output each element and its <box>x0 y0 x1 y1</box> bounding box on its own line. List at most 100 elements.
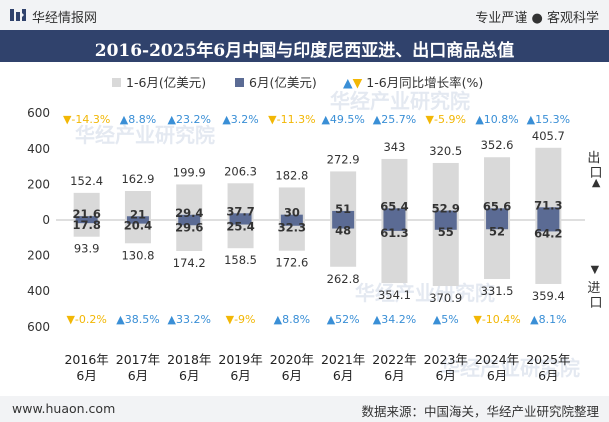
x-tick-label-line: 6月 <box>384 368 404 383</box>
bar-import-monthly <box>383 220 406 231</box>
growth-import-arrow-icon: ▲ <box>274 313 283 326</box>
legend-cumulative-label: 1-6月(亿美元) <box>126 75 207 90</box>
side-import-char-1: 进 <box>587 281 600 296</box>
growth-export-value: 49.5% <box>330 113 365 126</box>
bar-import-cumulative <box>227 220 254 249</box>
growth-export-arrow-icon: ▼ <box>268 113 277 126</box>
x-tick-label-line: 2020年 <box>270 352 314 367</box>
bar-import-monthly <box>486 220 509 230</box>
growth-export-value: 10.8% <box>484 113 519 126</box>
label-import-cumulative: 359.4 <box>532 289 565 303</box>
side-label-export-text: 出 口 <box>587 151 604 181</box>
growth-import-arrow-icon: ▼ <box>66 313 75 326</box>
legend-cumulative: 1-6月(亿美元) <box>112 72 206 91</box>
growth-import-value: 34.2% <box>381 313 416 326</box>
title-bar: 2016-2025年6月中国与印度尼西亚进、出口商品总值 <box>0 30 609 62</box>
x-tick-label-line: 6月 <box>128 368 148 383</box>
bar-import-cumulative <box>124 220 151 244</box>
bar-export-monthly <box>537 207 560 220</box>
x-tick-label-line: 2018年 <box>167 352 211 367</box>
x-tick-label-line: 6月 <box>538 368 558 383</box>
legend-swatch-cumulative <box>112 78 121 87</box>
label-export-monthly: 30 <box>284 206 300 220</box>
x-tick-label-line: 6月 <box>230 368 250 383</box>
growth-export-label: ▲15.3% <box>527 113 570 126</box>
growth-import-arrow-icon: ▲ <box>327 313 336 326</box>
growth-export-arrow-icon: ▲ <box>222 113 231 126</box>
bar-import-monthly <box>229 220 252 225</box>
label-import-monthly: 52 <box>489 224 505 238</box>
legend-monthly-label: 6月(亿美元) <box>249 75 317 90</box>
legend-up-triangle-icon: ▲ <box>343 75 353 90</box>
label-export-cumulative: 405.7 <box>532 129 565 143</box>
x-tick-label-line: 2019年 <box>218 352 262 367</box>
label-export-monthly: 37.7 <box>226 204 254 218</box>
growth-import-arrow-icon: ▼ <box>226 313 235 326</box>
huajing-logo-icon <box>10 9 26 21</box>
bar-import-monthly <box>332 220 355 229</box>
growth-import-label: ▼-0.2% <box>66 313 106 326</box>
watermark-bottom-right: 华经产业研究院 <box>440 356 580 380</box>
label-export-monthly: 29.4 <box>175 206 203 220</box>
bar-import-monthly <box>434 220 457 230</box>
growth-export-arrow-icon: ▲ <box>120 113 129 126</box>
legend-swatch-monthly <box>235 78 244 87</box>
bar-import-monthly <box>280 220 303 226</box>
y-tick-label: 600 <box>27 106 50 120</box>
bar-import-monthly <box>126 220 149 224</box>
label-export-cumulative: 320.5 <box>429 144 462 158</box>
growth-import-value: 52% <box>335 313 359 326</box>
y-tick-label: 0 <box>42 213 50 227</box>
x-tick-label-line: 6月 <box>487 368 507 383</box>
y-tick-label: 200 <box>27 177 50 191</box>
label-import-cumulative: 172.6 <box>275 256 308 270</box>
legend-monthly: 6月(亿美元) <box>235 72 317 91</box>
growth-import-label: ▼-10.4% <box>473 313 520 326</box>
y-tick-label: 400 <box>27 142 50 156</box>
x-tick-label: 2022年 6月 <box>372 352 416 383</box>
bar-import-cumulative <box>432 220 459 287</box>
growth-import-arrow-icon: ▲ <box>168 313 177 326</box>
side-export-char-1: 出 <box>587 151 600 166</box>
label-export-cumulative: 199.9 <box>173 165 206 179</box>
y-tick-label: 600 <box>27 320 50 334</box>
label-import-monthly: 20.4 <box>124 219 152 233</box>
watermark-top: 华经产业研究院 <box>75 123 215 147</box>
label-export-monthly: 65.6 <box>483 199 511 213</box>
label-export-cumulative: 162.9 <box>121 172 154 186</box>
bar-export-cumulative <box>73 192 100 220</box>
label-import-monthly: 25.4 <box>226 220 254 234</box>
x-tick-label-line: 6月 <box>436 368 456 383</box>
label-import-cumulative: 130.8 <box>121 248 154 262</box>
label-export-monthly: 52.9 <box>432 202 460 216</box>
x-tick-label-line: 2016年 <box>64 352 108 367</box>
growth-import-label: ▲33.2% <box>168 313 211 326</box>
label-import-cumulative: 158.5 <box>224 253 257 267</box>
bar-export-monthly <box>486 208 509 220</box>
bar-export-cumulative <box>278 187 305 220</box>
growth-import-value: -0.2% <box>75 313 107 326</box>
side-label-export: 出 口 ▶ <box>587 151 604 187</box>
brand-name: 华经情报网 <box>32 11 98 26</box>
slogan: 专业严谨 ● 客观科学 <box>475 11 599 26</box>
x-tick-label: 2024年 6月 <box>475 352 519 383</box>
x-tick-label: 2017年 6月 <box>116 352 160 383</box>
bar-export-monthly <box>383 208 406 220</box>
growth-import-value: 8.1% <box>539 313 567 326</box>
x-tick-label: 2021年 6月 <box>321 352 365 383</box>
growth-export-arrow-icon: ▲ <box>168 113 177 126</box>
bar-export-monthly <box>126 216 149 220</box>
chart-area: 华经产业研究院 华经产业研究院 华经产业研究院 华经产业研究院 600 400 20… <box>27 89 604 383</box>
growth-export-arrow-icon: ▼ <box>63 113 72 126</box>
growth-export-value: 23.2% <box>176 113 211 126</box>
side-label-import-text: 进 口 <box>587 281 604 311</box>
bar-export-monthly <box>434 210 457 220</box>
label-import-monthly: 55 <box>438 225 454 239</box>
growth-export-label: ▼-14.3% <box>63 113 110 126</box>
label-export-monthly: 51 <box>335 202 351 216</box>
x-tick-label: 2016年 6月 <box>64 352 108 383</box>
growth-import-label: ▲52% <box>327 313 360 326</box>
growth-export-value: 8.8% <box>128 113 156 126</box>
x-tick-label: 2019年 6月 <box>218 352 262 383</box>
bar-export-monthly <box>75 216 98 220</box>
